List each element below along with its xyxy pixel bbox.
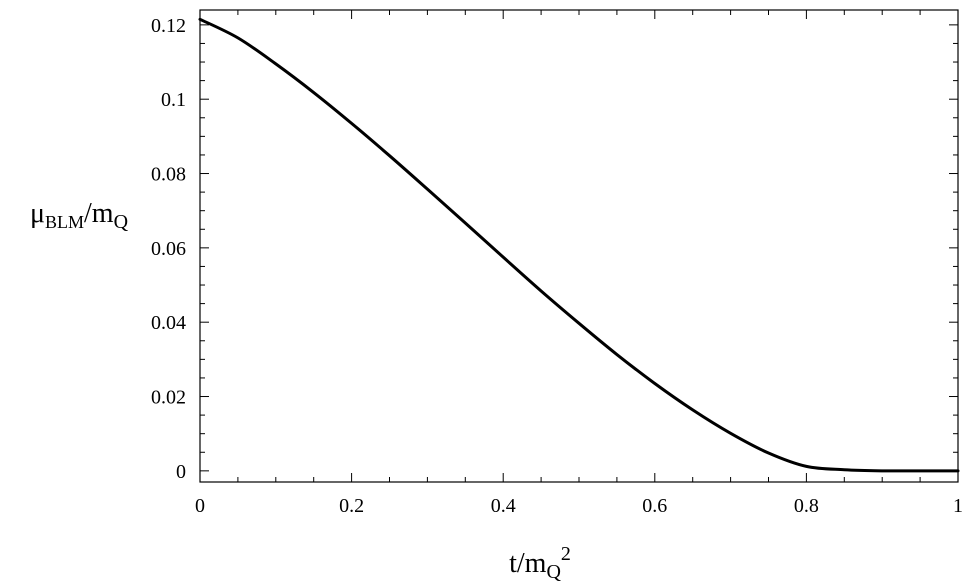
y-axis-label-mid: /m	[84, 198, 114, 229]
y-tick-label: 0.1	[161, 89, 186, 111]
y-axis-label-sub1: BLM	[45, 212, 84, 232]
y-tick-label: 0	[176, 461, 186, 483]
x-tick-label: 0.6	[642, 495, 667, 517]
y-tick-label: 0.08	[151, 164, 186, 186]
y-tick-label: 0.04	[151, 312, 186, 334]
y-tick-label: 0.12	[151, 15, 186, 37]
x-tick-label: 0.2	[339, 495, 364, 517]
y-tick-label: 0.06	[151, 238, 186, 260]
ticks	[199, 10, 959, 482]
plot-frame	[199, 9, 959, 483]
y-axis-label-sub2: Q	[114, 211, 129, 233]
x-axis-label-sup: 2	[561, 543, 571, 565]
x-tick-label: 0.4	[491, 495, 516, 517]
x-tick-label: 0	[195, 495, 205, 517]
x-axis-label-sub: Q	[546, 561, 561, 583]
y-tick-label: 0.02	[151, 387, 186, 409]
y-axis-label: μBLM/mQ	[30, 198, 129, 233]
x-tick-label: 0.8	[794, 495, 819, 517]
series-line	[198, 17, 960, 473]
y-axis-label-pre: μ	[30, 198, 45, 229]
x-tick-label: 1	[953, 495, 963, 517]
tick-labels: 0 0.2 0.4 0.6 0.8 1 0 0.02 0.04 0.06 0.08 0.1 0.12	[151, 15, 963, 517]
x-axis-label: t/mQ2	[509, 543, 571, 583]
x-axis-label-base: t/m	[509, 548, 547, 579]
